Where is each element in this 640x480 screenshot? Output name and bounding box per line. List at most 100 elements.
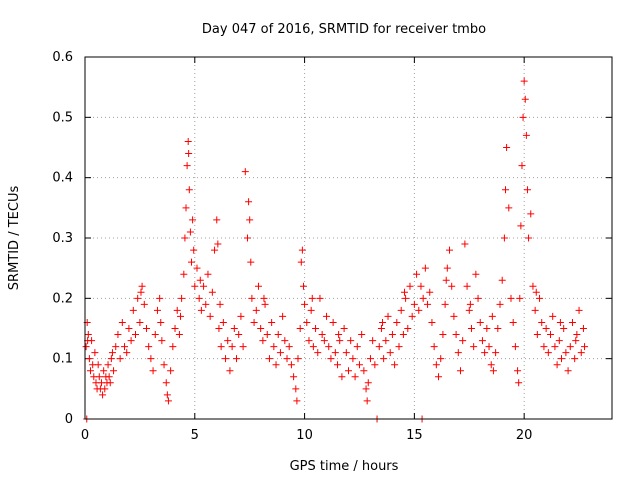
y-axis-label: SRMTID / TECUs (7, 186, 22, 291)
data-point (338, 373, 346, 381)
chart-title: Day 047 of 2016, SRMTID for receiver tmb… (202, 22, 486, 37)
data-point (452, 331, 460, 339)
data-point (500, 234, 508, 242)
plot-frame (84, 56, 613, 420)
data-point (214, 240, 222, 248)
data-point (525, 234, 533, 242)
data-point (522, 131, 530, 139)
data-point (384, 312, 392, 320)
data-point (531, 306, 539, 314)
data-point (171, 325, 179, 332)
data-point (487, 361, 495, 369)
data-point (551, 343, 559, 351)
data-point (364, 379, 372, 387)
data-point (439, 331, 447, 339)
data-point (424, 300, 432, 308)
data-point (162, 379, 170, 387)
data-point (395, 343, 403, 351)
y-tick-label: 0.5 (52, 110, 73, 125)
data-point (478, 337, 486, 345)
data-point (507, 294, 515, 302)
data-point (549, 312, 557, 320)
data-point (527, 210, 535, 218)
data-point (406, 282, 414, 290)
data-point (529, 282, 537, 290)
data-point (140, 300, 148, 308)
data-point (167, 367, 175, 375)
data-point (362, 385, 370, 393)
data-point (114, 331, 122, 339)
data-point (481, 349, 489, 357)
data-point (151, 331, 159, 339)
data-point (247, 258, 255, 266)
data-point (404, 325, 412, 332)
data-point (243, 234, 251, 242)
data-point (224, 337, 232, 345)
data-point (316, 294, 324, 302)
data-point (331, 349, 339, 357)
data-point (347, 337, 355, 345)
data-point (204, 270, 212, 278)
data-point (441, 300, 449, 308)
data-point (408, 312, 416, 320)
y-tick-label: 0.6 (52, 50, 73, 65)
data-point (450, 312, 458, 320)
x-tick-label: 15 (406, 428, 423, 443)
data-point (164, 397, 172, 405)
data-points (82, 77, 589, 423)
data-point (465, 306, 473, 314)
data-point (94, 361, 102, 369)
data-point (215, 325, 223, 332)
data-point (296, 325, 304, 332)
data-point (108, 349, 116, 357)
data-point (312, 325, 320, 332)
data-point (281, 337, 289, 345)
data-point (314, 349, 322, 357)
data-point (158, 337, 166, 345)
data-point (505, 204, 513, 212)
data-point (400, 288, 408, 296)
data-point (235, 331, 243, 339)
data-point (121, 343, 129, 351)
data-point (572, 337, 580, 345)
data-point (448, 282, 456, 290)
data-point (299, 282, 307, 290)
data-point (502, 186, 510, 194)
data-point (180, 270, 188, 278)
data-point (105, 373, 113, 381)
data-point (138, 282, 146, 290)
data-point (581, 343, 589, 351)
x-tick-label: 0 (81, 428, 89, 443)
data-point (292, 385, 300, 393)
data-point (294, 355, 302, 363)
data-point (147, 355, 155, 363)
data-point (228, 343, 236, 351)
data-point (521, 95, 529, 103)
data-point (342, 349, 350, 357)
data-point (382, 337, 390, 345)
data-point (184, 137, 192, 145)
data-point (190, 246, 198, 254)
data-point (575, 306, 583, 314)
x-axis-label: GPS time / hours (290, 459, 399, 474)
data-point (568, 318, 576, 326)
data-point (435, 373, 443, 381)
y-tick-label: 0.4 (52, 171, 73, 186)
data-point (489, 367, 497, 375)
data-point (268, 318, 276, 326)
data-point (178, 294, 186, 302)
data-point (536, 294, 544, 302)
data-point (428, 318, 436, 326)
data-point (538, 318, 546, 326)
y-tick-label: 0.2 (52, 291, 73, 306)
data-point (515, 379, 523, 387)
data-point (472, 270, 480, 278)
data-point (303, 318, 311, 326)
data-point (308, 294, 316, 302)
data-point (252, 306, 260, 314)
data-point (488, 312, 496, 320)
data-point (263, 331, 271, 339)
data-point (259, 337, 267, 345)
data-point (110, 367, 118, 375)
data-point (375, 343, 383, 351)
